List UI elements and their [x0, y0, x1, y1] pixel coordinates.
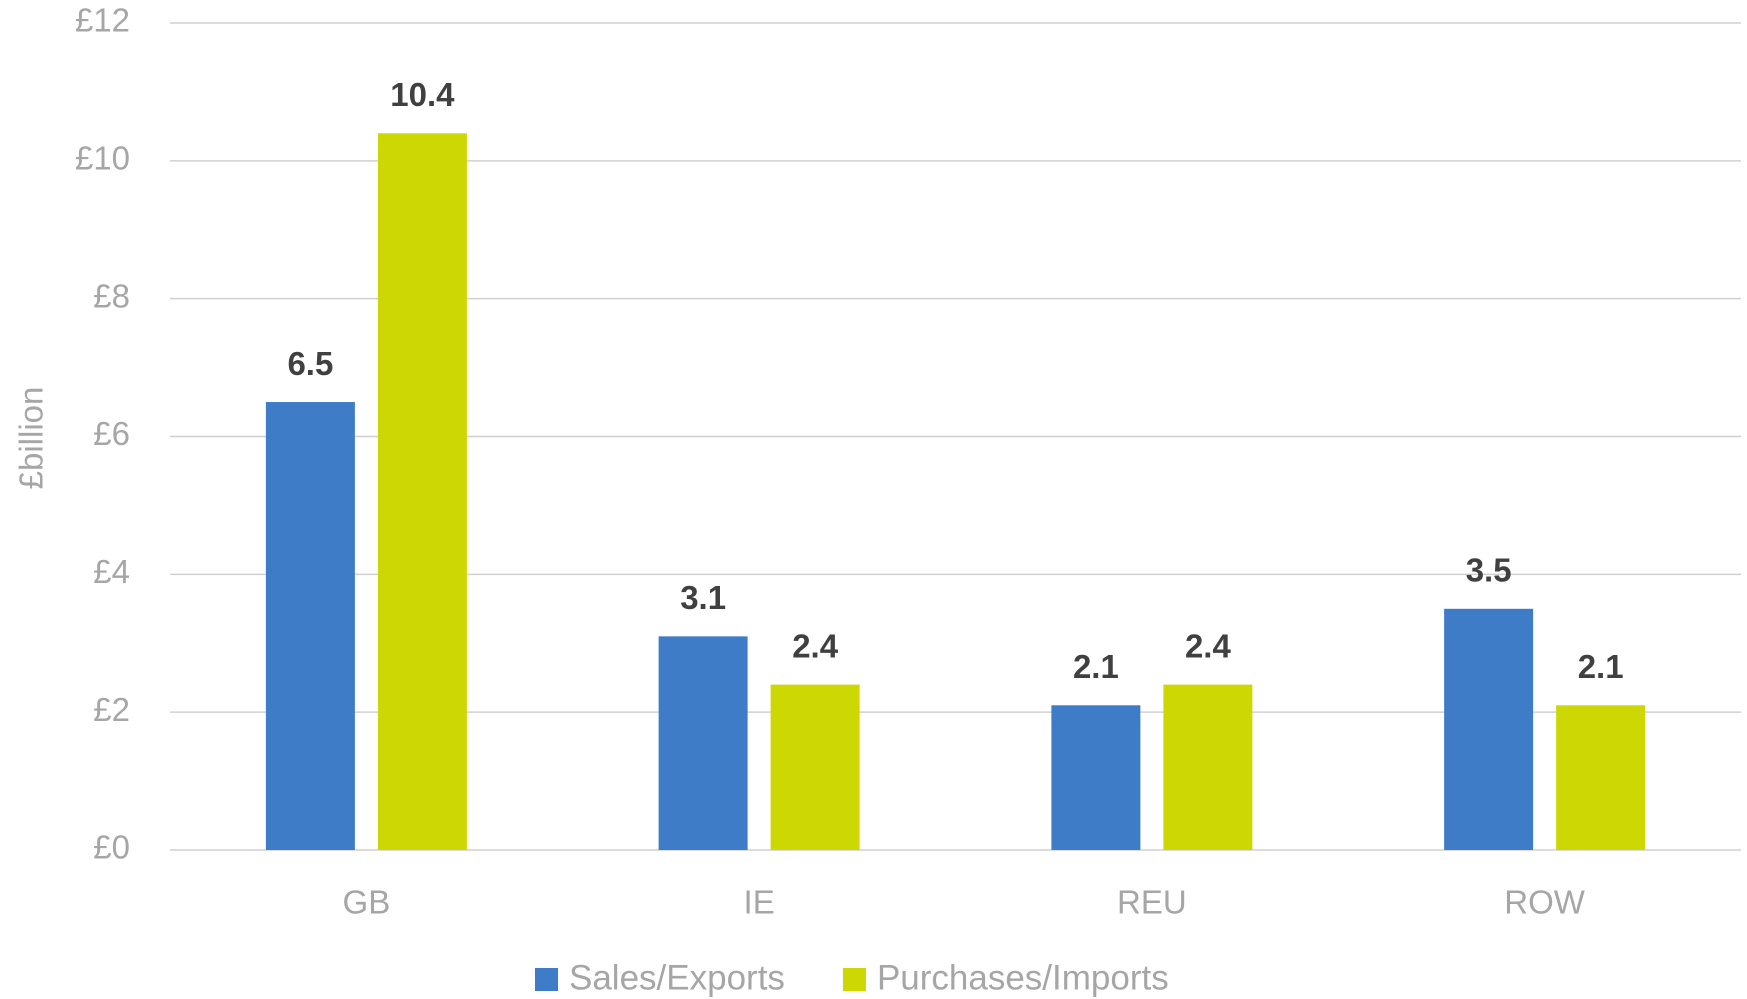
- bar: [1556, 705, 1646, 850]
- legend-label: Purchases/Imports: [877, 958, 1169, 997]
- legend-swatch: [535, 968, 558, 991]
- data-label: 2.1: [1073, 648, 1119, 685]
- bar: [1444, 608, 1534, 850]
- y-tick-label: £12: [75, 2, 130, 39]
- data-label: 3.5: [1466, 552, 1512, 589]
- y-tick-label: £4: [93, 553, 130, 590]
- data-label: 2.1: [1578, 648, 1624, 685]
- x-tick-label: IE: [744, 884, 775, 921]
- y-tick-label: £10: [75, 140, 130, 177]
- legend-swatch: [842, 968, 866, 991]
- bar: [658, 636, 748, 850]
- bar: [770, 684, 860, 850]
- bar: [1051, 705, 1141, 850]
- y-axis-label: £billion: [13, 387, 50, 490]
- x-tick-label: GB: [343, 884, 391, 921]
- data-label: 2.4: [1185, 627, 1232, 664]
- legend-label: Sales/Exports: [569, 958, 785, 997]
- data-label: 2.4: [792, 627, 839, 664]
- x-tick-label: ROW: [1504, 884, 1586, 921]
- bar: [377, 133, 467, 850]
- y-tick-label: £8: [93, 277, 130, 314]
- data-label: 10.4: [390, 76, 455, 113]
- data-label: 3.1: [680, 579, 726, 616]
- y-tick-label: £2: [93, 691, 130, 728]
- y-tick-label: £6: [93, 415, 130, 452]
- x-tick-label: REU: [1117, 884, 1187, 921]
- bar: [265, 402, 355, 850]
- data-label: 6.5: [287, 345, 333, 382]
- y-tick-label: £0: [93, 829, 130, 866]
- bar: [1163, 684, 1253, 850]
